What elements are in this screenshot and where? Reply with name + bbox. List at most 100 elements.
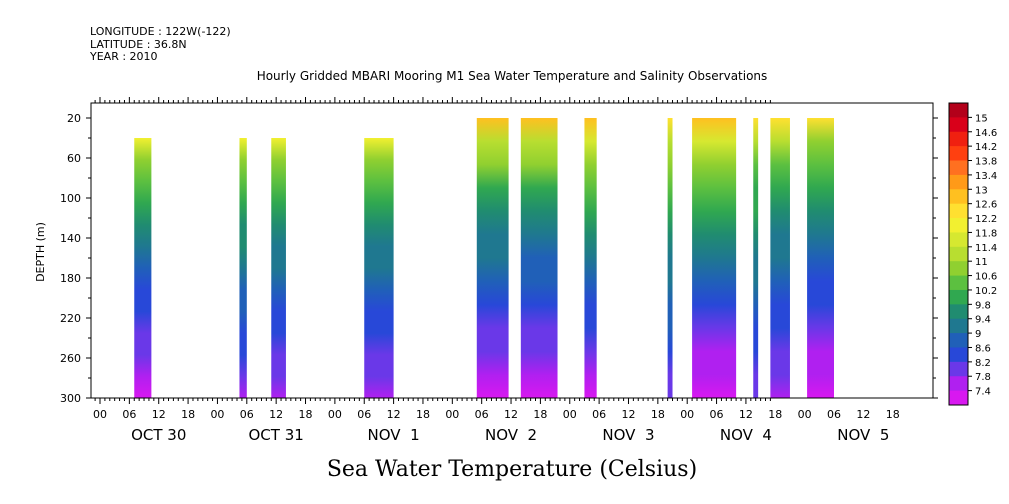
colorbar-label: 13 — [975, 185, 988, 196]
date-label: NOV 5 — [837, 426, 889, 444]
colorbar-swatch — [949, 304, 968, 320]
y-tick-label: 140 — [60, 232, 81, 245]
x-tick-label: 12 — [621, 408, 635, 421]
x-tick-label: 06 — [122, 408, 136, 421]
colorbar-swatch — [949, 146, 968, 162]
colorbar-swatch — [949, 189, 968, 205]
y-tick-label: 100 — [60, 192, 81, 205]
colorbar-label: 11.4 — [975, 243, 997, 254]
temperature-column — [364, 138, 394, 398]
x-tick-label: 00 — [563, 408, 577, 421]
colorbar-label: 10.2 — [975, 286, 997, 297]
colorbar-label: 9.4 — [975, 315, 991, 326]
x-tick-label: 06 — [240, 408, 254, 421]
x-tick-label: 00 — [445, 408, 459, 421]
colorbar-swatch — [949, 275, 968, 291]
colorbar-label: 12.2 — [975, 214, 997, 225]
colorbar-label: 9 — [975, 329, 981, 340]
x-tick-label: 06 — [592, 408, 606, 421]
colorbar-swatch — [949, 318, 968, 334]
y-tick-label: 60 — [67, 152, 81, 165]
temperature-column — [753, 118, 759, 398]
colorbar-swatch — [949, 390, 968, 406]
colorbar-swatch — [949, 333, 968, 348]
x-tick-label: 18 — [651, 408, 665, 421]
colorbar-label: 15 — [975, 113, 988, 124]
colorbar-label: 11.8 — [975, 228, 997, 239]
temperature-column — [134, 138, 152, 398]
temperature-column — [520, 118, 558, 398]
date-label: NOV 1 — [368, 426, 420, 444]
y-tick-label: 300 — [60, 392, 81, 405]
x-tick-label: 18 — [299, 408, 313, 421]
latitude-label: LATITUDE : 36.8N — [90, 38, 187, 51]
temperature-column — [271, 138, 286, 398]
temperature-column — [239, 138, 247, 398]
x-tick-label: 18 — [416, 408, 430, 421]
year-label: YEAR : 2010 — [90, 50, 158, 63]
colorbar-swatch — [949, 174, 968, 190]
colorbar-swatch — [949, 103, 968, 118]
x-tick-label: 18 — [181, 408, 195, 421]
colorbar-swatch — [949, 361, 968, 377]
colorbar-swatch — [949, 246, 968, 262]
colorbar-label: 14.6 — [975, 128, 997, 139]
colorbar-swatch — [949, 261, 968, 277]
date-label: OCT 30 — [131, 426, 186, 444]
chart-title: Hourly Gridded MBARI Mooring M1 Sea Wate… — [257, 69, 768, 83]
colorbar-swatch — [949, 232, 968, 248]
colorbar-swatch — [949, 347, 968, 363]
colorbar-frame — [948, 102, 969, 406]
temperature-column — [770, 118, 790, 398]
y-tick-label: 260 — [60, 352, 81, 365]
colorbar-label: 9.8 — [975, 300, 991, 311]
y-tick-label: 220 — [60, 312, 81, 325]
x-tick-label: 00 — [93, 408, 107, 421]
x-tick-label: 18 — [768, 408, 782, 421]
colorbar-swatch — [949, 160, 968, 176]
x-tick-label: 18 — [533, 408, 547, 421]
colorbar-swatch — [949, 289, 968, 305]
x-tick-label: 12 — [152, 408, 166, 421]
plot-frame — [90, 102, 934, 399]
colorbar-label: 14.2 — [975, 142, 997, 153]
temperature-column — [667, 118, 673, 398]
colorbar-label: 12.6 — [975, 200, 997, 211]
colorbar-swatch — [949, 131, 968, 147]
temperature-column — [476, 118, 509, 398]
x-tick-label: 00 — [328, 408, 342, 421]
y-tick-label: 20 — [67, 112, 81, 125]
x-tick-label: 06 — [475, 408, 489, 421]
x-tick-label: 00 — [680, 408, 694, 421]
colorbar-label: 10.6 — [975, 272, 997, 283]
temperature-column — [584, 118, 597, 398]
x-tick-label: 12 — [269, 408, 283, 421]
x-tick-label: 06 — [710, 408, 724, 421]
colorbar-label: 13.4 — [975, 171, 997, 182]
x-tick-label: 18 — [886, 408, 900, 421]
date-label: NOV 2 — [485, 426, 537, 444]
colorbar-label: 7.4 — [975, 387, 991, 398]
colorbar-swatch — [949, 218, 968, 233]
colorbar-swatch — [949, 117, 968, 133]
colorbar-label: 8.6 — [975, 343, 991, 354]
temperature-column — [807, 118, 834, 398]
x-axis-label: Sea Water Temperature (Celsius) — [327, 457, 697, 482]
x-tick-label: 12 — [856, 408, 870, 421]
colorbar-label: 7.8 — [975, 372, 991, 383]
x-tick-label: 00 — [210, 408, 224, 421]
x-tick-label: 00 — [798, 408, 812, 421]
colorbar-swatch — [949, 376, 968, 392]
x-tick-label: 06 — [827, 408, 841, 421]
x-tick-label: 06 — [357, 408, 371, 421]
date-label: NOV 3 — [602, 426, 654, 444]
y-axis-label: DEPTH (m) — [34, 222, 47, 282]
colorbar-label: 13.8 — [975, 157, 997, 168]
temperature-column — [692, 118, 737, 398]
date-label: OCT 31 — [249, 426, 304, 444]
x-tick-label: 12 — [387, 408, 401, 421]
x-tick-label: 12 — [504, 408, 518, 421]
date-label: NOV 4 — [720, 426, 772, 444]
y-tick-label: 180 — [60, 272, 81, 285]
